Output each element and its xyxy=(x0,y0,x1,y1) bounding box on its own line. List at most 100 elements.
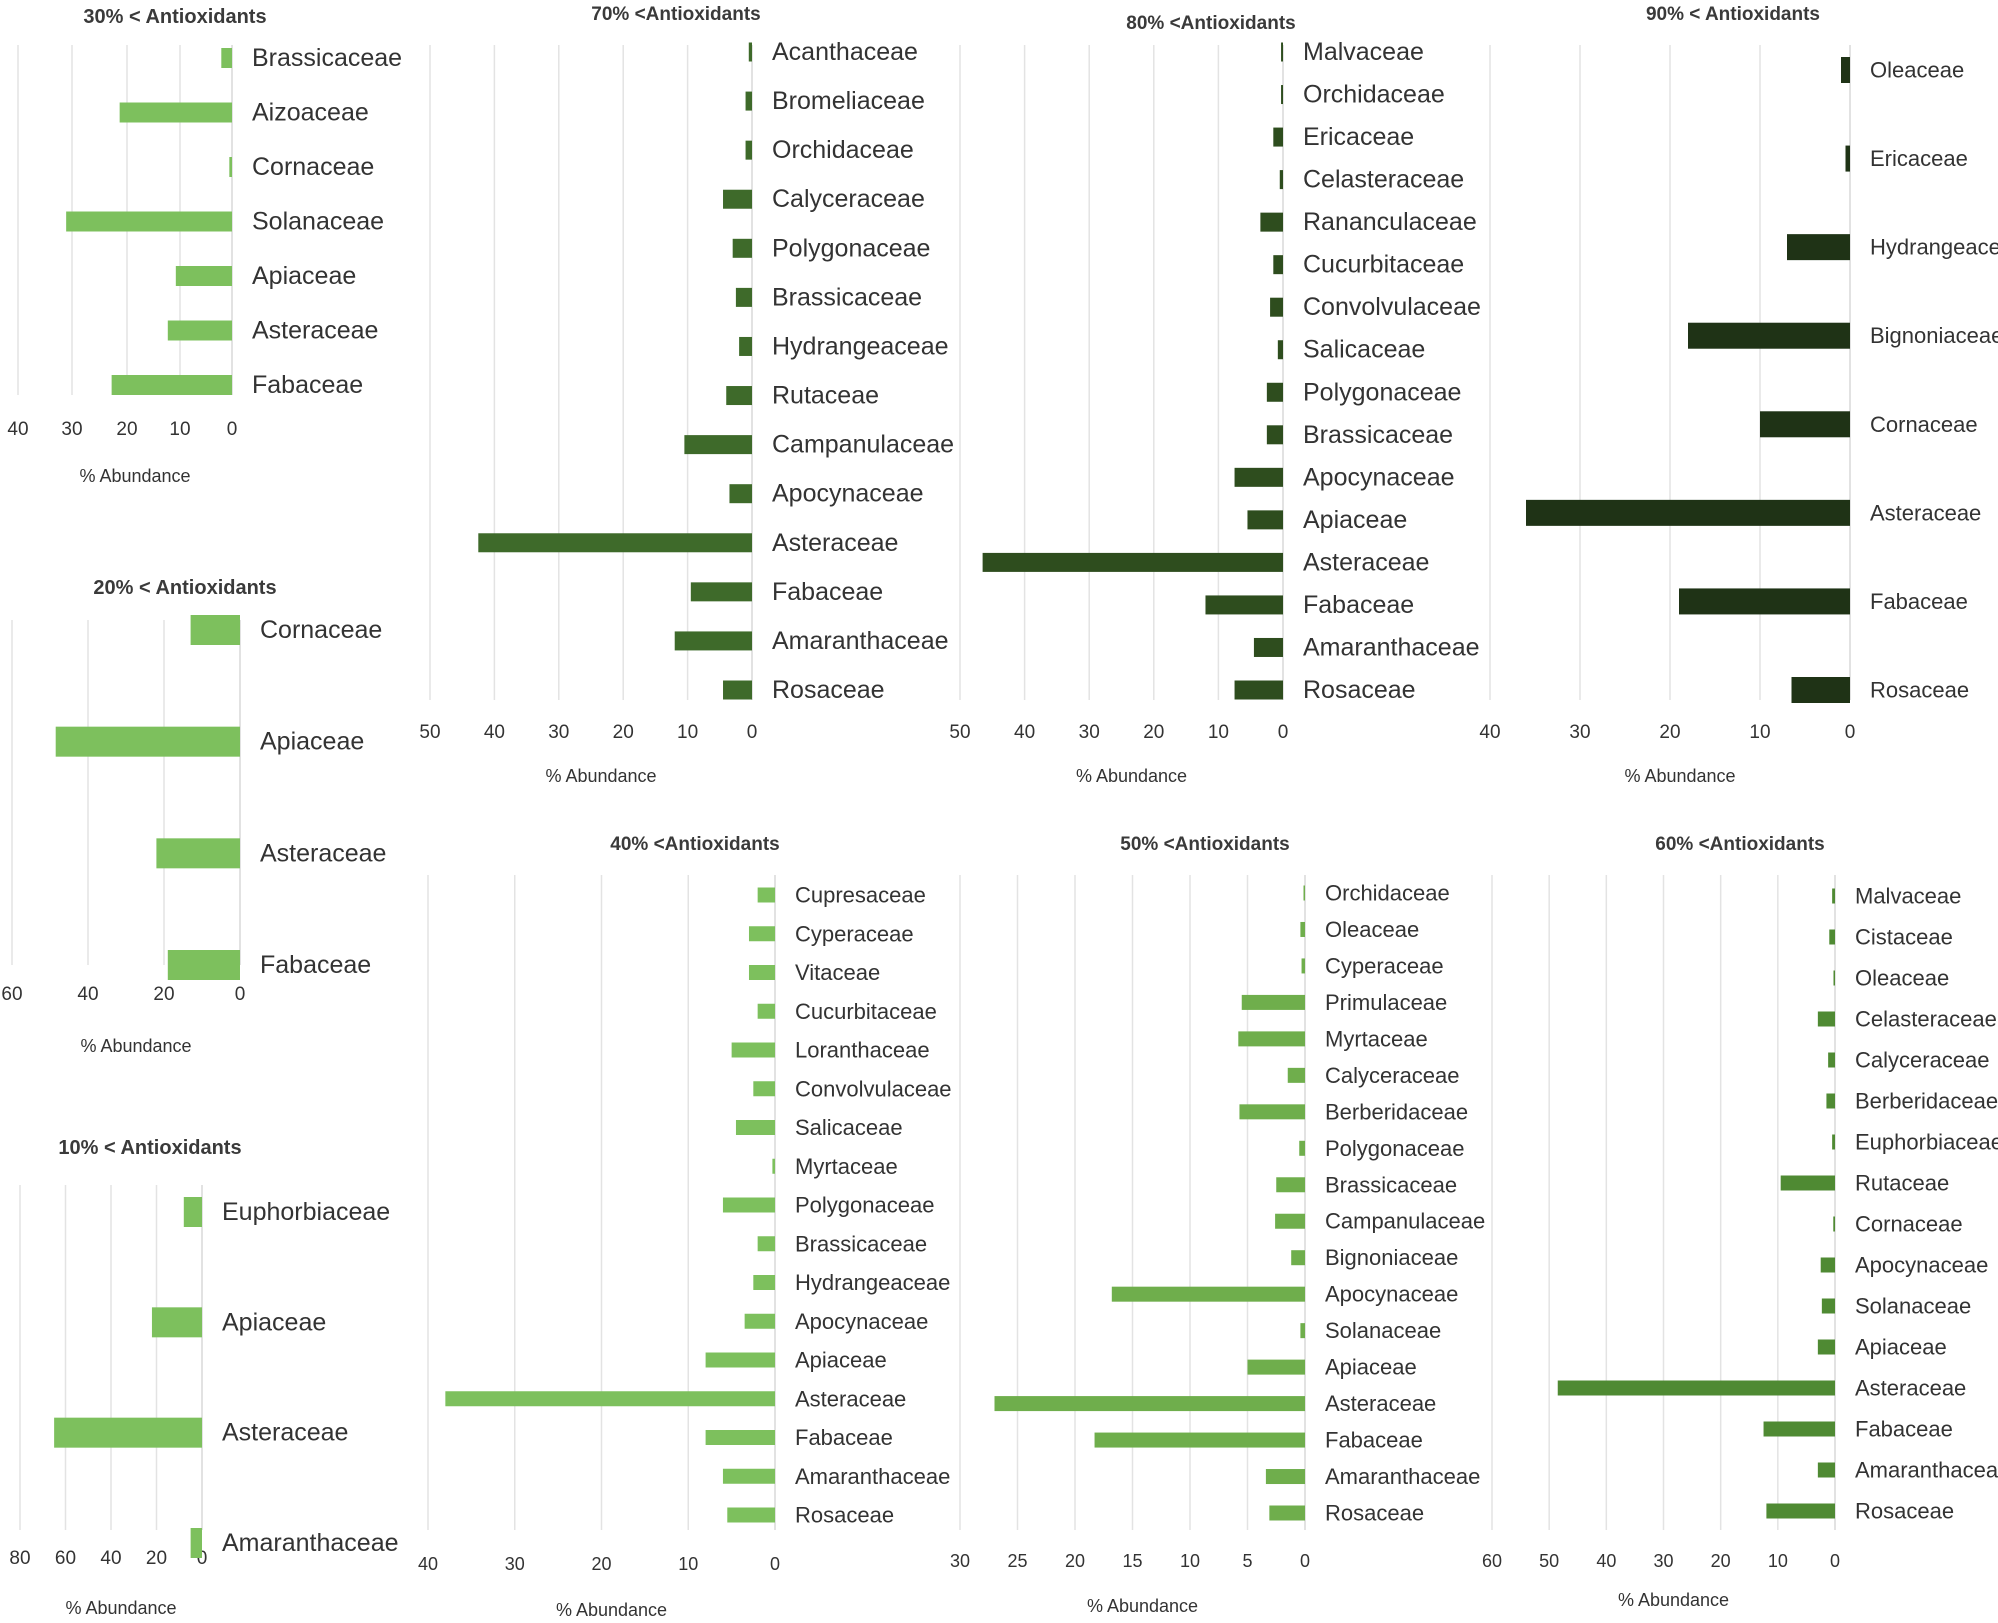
bar-rosaceae xyxy=(727,1507,775,1523)
bar-apocynaceae xyxy=(1111,1286,1305,1302)
bar-asteraceae xyxy=(982,552,1283,572)
category-label: Ericaceae xyxy=(1303,123,1414,151)
chart-title: 30% < Antioxidants xyxy=(83,6,266,28)
category-label: Brassicaceae xyxy=(252,44,402,72)
chart-title: 60% <Antioxidants xyxy=(1655,834,1824,855)
category-label: Hydrangeaceae xyxy=(795,1270,950,1295)
category-label: Fabaceae xyxy=(1855,1417,1953,1442)
bar-orchidaceae xyxy=(1281,85,1283,105)
category-label: Ericaceae xyxy=(1870,146,1968,171)
x-axis-label: % Abundance xyxy=(1087,1596,1198,1616)
category-label: Amaranthaceae xyxy=(1325,1464,1480,1489)
chart-panel-p70: 50 40 30 20 10 0 Acanthaceae Bromeliaceae Orchid… xyxy=(419,4,954,786)
bar-salicaceae xyxy=(735,1120,775,1135)
bar-myrtaceae xyxy=(772,1158,775,1174)
bar-bignoniaceae xyxy=(1291,1250,1305,1266)
category-label: Rutaceae xyxy=(772,382,879,410)
bar-vitaceae xyxy=(748,965,775,980)
bar-polygonaceae xyxy=(1266,382,1283,402)
category-label: Brassicaceae xyxy=(795,1231,927,1256)
category-label: Asteraceae xyxy=(260,839,386,867)
chart-title: 80% <Antioxidants xyxy=(1126,13,1295,34)
category-label: Cornaceae xyxy=(1870,412,1978,437)
category-label: Berberidaceae xyxy=(1855,1089,1998,1114)
x-tick-label: 30 xyxy=(61,419,82,440)
category-label: Cornaceae xyxy=(260,616,382,644)
x-tick-label: 10 xyxy=(169,419,190,440)
bar-rosaceae xyxy=(1234,680,1283,700)
x-tick-label: 0 xyxy=(1830,1551,1840,1571)
category-label: Apiaceae xyxy=(252,262,356,290)
category-label: Fabaceae xyxy=(795,1425,893,1450)
x-tick-label: 40 xyxy=(418,1554,438,1574)
category-label: Salicaceae xyxy=(1303,336,1425,364)
bar-asteraceae xyxy=(1526,499,1850,526)
bar-cornaceae xyxy=(1760,411,1850,438)
category-label: Oleaceae xyxy=(1855,966,1949,991)
x-tick-label: 30 xyxy=(505,1554,525,1574)
category-label: Campanulaceae xyxy=(772,431,954,459)
x-tick-label: 15 xyxy=(1122,1551,1142,1571)
category-label: Polygonaceae xyxy=(795,1193,934,1218)
bar-convolvulaceae xyxy=(753,1081,775,1097)
bar-convolvulaceae xyxy=(1270,297,1283,317)
category-label: Hydrangeaceae xyxy=(772,332,949,360)
x-axis-label: % Abundance xyxy=(79,466,190,486)
category-label: Campanulaceae xyxy=(1325,1209,1485,1234)
chart-panel-p50: 30 25 20 15 10 5 0 Orchidaceae Oleaceae Cyperacea… xyxy=(950,834,1485,1616)
bar-celasteraceae xyxy=(1279,170,1283,190)
x-tick-label: 50 xyxy=(949,722,970,743)
category-label: Myrtaceae xyxy=(795,1154,898,1179)
bar-hydrangeaceae xyxy=(753,1275,775,1290)
bar-cyperaceae xyxy=(748,926,775,942)
bar-brassicaceae xyxy=(1266,425,1283,445)
category-label: Fabaceae xyxy=(252,371,363,399)
bar-apiaceae xyxy=(1817,1339,1835,1355)
bar-bromeliaceae xyxy=(745,91,752,111)
bar-oleaceae xyxy=(1300,921,1305,937)
x-tick-label: 60 xyxy=(1482,1551,1502,1571)
category-label: Polygonaceae xyxy=(1325,1136,1464,1161)
bar-apocynaceae xyxy=(1820,1257,1835,1273)
category-label: Apocynaceae xyxy=(795,1309,928,1334)
category-label: Apiaceae xyxy=(260,728,364,756)
category-label: Convolvulaceae xyxy=(795,1076,952,1101)
category-label: Orchidaceae xyxy=(1325,881,1450,906)
bar-asteraceae xyxy=(445,1391,775,1407)
x-tick-label: 40 xyxy=(77,984,98,1005)
category-label: Berberidaceae xyxy=(1325,1099,1468,1124)
category-label: Bignoniaceae xyxy=(1325,1245,1458,1270)
category-label: Bromeliaceae xyxy=(772,87,925,115)
bar-apiaceae xyxy=(151,1307,202,1338)
x-tick-label: 40 xyxy=(1014,722,1035,743)
x-axis-label: % Abundance xyxy=(80,1036,191,1056)
bar-asteraceae xyxy=(167,320,232,341)
x-tick-label: 50 xyxy=(1539,1551,1559,1571)
category-label: Asteraceae xyxy=(1325,1391,1436,1416)
x-tick-label: 30 xyxy=(1569,722,1590,743)
category-label: Polygonaceae xyxy=(772,234,930,262)
category-label: Euphorbiaceae xyxy=(1855,1130,1998,1155)
category-label: Cupresaceae xyxy=(795,883,926,908)
category-label: Rosaceae xyxy=(1855,1499,1954,1524)
x-tick-label: 80 xyxy=(9,1548,30,1569)
chart-panel-p90: 40 30 20 10 0 Oleaceae Ericaceae Hydrangeaceae B… xyxy=(1479,4,1998,786)
category-label: Fabaceae xyxy=(260,951,371,979)
x-tick-label: 20 xyxy=(116,419,137,440)
category-label: Malvaceae xyxy=(1855,884,1961,909)
bar-berberidaceae xyxy=(1826,1093,1835,1109)
bar-apiaceae xyxy=(55,726,241,757)
x-tick-label: 30 xyxy=(950,1551,970,1571)
category-label: Malvaceae xyxy=(1303,38,1424,66)
chart-panel-p40: 40 30 20 10 0 Cupresaceae Cyperaceae Vitaceae Cu… xyxy=(418,834,952,1620)
x-tick-label: 0 xyxy=(197,1548,208,1569)
category-label: Apocynaceae xyxy=(1303,463,1455,491)
category-label: Cyperaceae xyxy=(795,921,914,946)
category-label: Amaranthaceae xyxy=(222,1529,399,1557)
category-label: Rosaceae xyxy=(1870,678,1969,703)
x-tick-label: 40 xyxy=(7,419,28,440)
category-label: Solanaceae xyxy=(1325,1318,1441,1343)
bar-bignoniaceae xyxy=(1688,322,1850,349)
chart-title: 70% <Antioxidants xyxy=(591,4,760,25)
bar-apocynaceae xyxy=(729,484,752,504)
